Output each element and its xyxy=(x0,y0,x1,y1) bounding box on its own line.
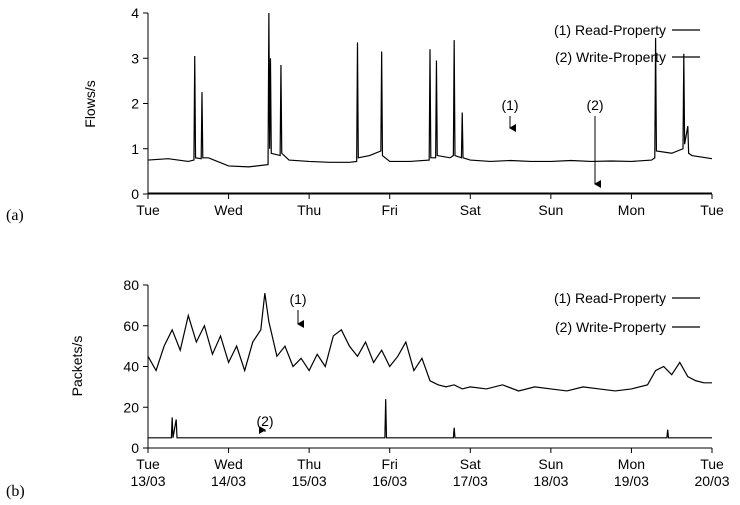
x-tick-label: Thu 15/03 xyxy=(292,456,327,489)
x-tick-label: Mon 19/03 xyxy=(614,456,649,489)
x-tick-label: Wed 14/03 xyxy=(211,456,246,489)
x-tick-label: Sat 17/03 xyxy=(453,456,488,489)
y-tick-label: 0 xyxy=(131,186,139,202)
y-tick-label: 4 xyxy=(131,5,139,21)
x-tick-label: Tue 20/03 xyxy=(694,456,729,489)
legend-label: (1) Read-Property xyxy=(554,22,666,38)
x-tick-label: Fri xyxy=(382,202,398,218)
x-tick-label: Sun 18/03 xyxy=(533,456,568,489)
annotation: (2) xyxy=(256,413,273,429)
legend-label: (1) Read-Property xyxy=(554,290,666,306)
x-tick-label: Tue 13/03 xyxy=(130,456,165,489)
y-tick-label: 80 xyxy=(123,277,139,293)
y-tick-label: 40 xyxy=(123,359,139,375)
y-tick-label: 2 xyxy=(131,96,139,112)
x-tick-label: Tue xyxy=(700,202,724,218)
x-tick-label: Sun xyxy=(538,202,563,218)
annotation: (1) xyxy=(289,291,306,307)
y-axis-label: Packets/s xyxy=(69,336,85,397)
series-line xyxy=(147,293,712,392)
y-tick-label: 3 xyxy=(131,50,139,66)
panel-label: (a) xyxy=(6,207,24,224)
x-tick-label: Thu xyxy=(297,202,321,218)
legend-label: (2) Write-Property xyxy=(555,49,666,65)
annotation: (1) xyxy=(501,97,518,113)
y-tick-label: 1 xyxy=(131,141,139,157)
x-tick-label: Wed xyxy=(214,202,243,218)
series-line xyxy=(147,12,713,168)
legend-label: (2) Write-Property xyxy=(555,319,666,335)
y-tick-label: 0 xyxy=(131,440,139,456)
y-axis-label: Flows/s xyxy=(82,80,98,127)
x-tick-label: Tue xyxy=(136,202,160,218)
x-tick-label: Fri 16/03 xyxy=(372,456,407,489)
series-line xyxy=(148,399,712,439)
x-tick-label: Mon xyxy=(618,202,645,218)
panel-label: (b) xyxy=(6,483,25,500)
y-tick-label: 20 xyxy=(123,399,139,415)
x-tick-label: Sat xyxy=(460,202,481,218)
y-tick-label: 60 xyxy=(123,318,139,334)
annotation: (2) xyxy=(586,97,603,113)
